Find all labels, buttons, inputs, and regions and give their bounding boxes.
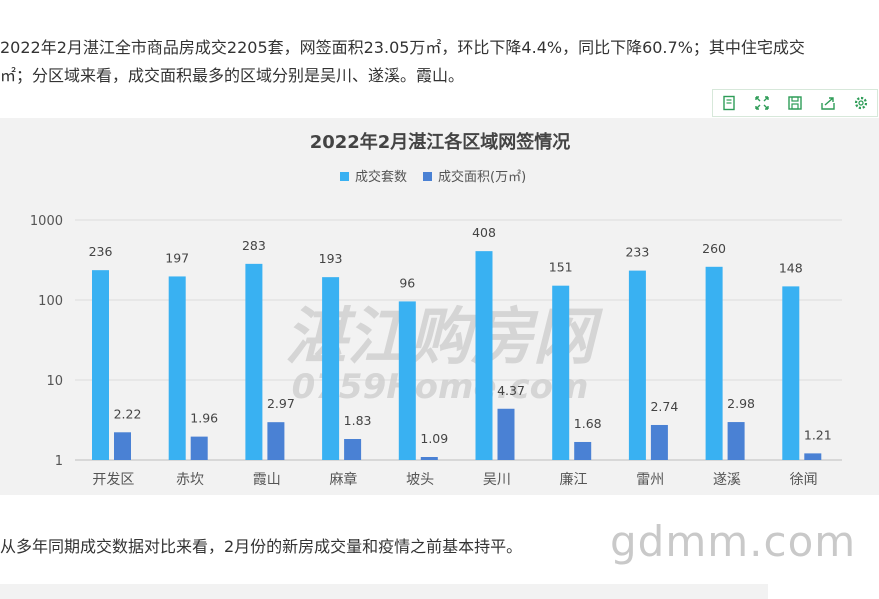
save-image-icon[interactable]	[779, 90, 812, 116]
chart-watermark-url: 0759Home.com	[292, 367, 589, 407]
bar[interactable]	[782, 286, 800, 460]
data-view-icon[interactable]	[713, 90, 746, 116]
x-tick-label: 徐闻	[790, 472, 818, 488]
data-label: 236	[89, 244, 113, 259]
export-icon[interactable]	[811, 90, 844, 116]
next-block-placeholder	[0, 584, 768, 599]
bar[interactable]	[344, 439, 362, 460]
legend-label[interactable]: 成交面积(万㎡)	[438, 169, 526, 185]
bar[interactable]	[705, 266, 723, 460]
x-tick-label: 吴川	[483, 472, 511, 488]
site-watermark: gdmm.com	[610, 517, 857, 566]
bar[interactable]	[804, 453, 822, 460]
x-tick-label: 坡头	[406, 472, 434, 488]
bar[interactable]	[420, 457, 438, 460]
y-tick-label: 1	[55, 454, 63, 469]
chart-title: 2022年2月湛江各区域网签情况	[310, 131, 571, 153]
chart-y-axis-labels: 1 10 100 1000	[30, 214, 63, 469]
data-label: 4.37	[497, 383, 525, 398]
bar[interactable]	[190, 436, 208, 460]
data-label: 1.96	[190, 411, 218, 426]
bar[interactable]	[114, 432, 131, 460]
data-label: 408	[472, 225, 496, 240]
chart-toolbox	[712, 89, 878, 117]
data-label: 2.22	[114, 406, 142, 421]
chart-panel: 2022年2月湛江各区域网签情况 成交套数 成交面积(万㎡) 湛江购房网 0759…	[0, 118, 879, 495]
y-tick-label: 1000	[30, 214, 63, 229]
y-tick-label: 10	[46, 374, 63, 389]
data-label: 233	[625, 245, 649, 260]
x-tick-label: 廉江	[560, 471, 588, 488]
x-tick-label: 开发区	[92, 472, 134, 488]
bar[interactable]	[497, 408, 515, 460]
bar-chart: 2022年2月湛江各区域网签情况 成交套数 成交面积(万㎡) 湛江购房网 0759…	[30, 131, 842, 488]
chart-x-axis-labels: 开发区 赤坎 霞山 麻章 坡头 吴川 廉江 雷州 遂溪 徐闻	[92, 471, 817, 488]
legend-swatch	[423, 172, 432, 181]
bar[interactable]	[245, 263, 263, 460]
bar[interactable]	[92, 270, 109, 460]
x-tick-label: 霞山	[253, 472, 281, 488]
data-label: 1.09	[420, 431, 448, 446]
data-label: 2.74	[650, 399, 678, 414]
chart-legend: 成交套数 成交面积(万㎡)	[340, 169, 526, 185]
data-label: 2.97	[267, 396, 295, 411]
x-tick-label: 雷州	[636, 472, 664, 488]
data-label: 148	[779, 260, 803, 275]
data-label: 193	[319, 251, 343, 266]
y-tick-label: 100	[38, 294, 63, 309]
bar[interactable]	[267, 422, 285, 460]
restore-icon[interactable]	[746, 90, 779, 116]
data-label: 1.21	[804, 427, 832, 442]
article-paragraph-1-line-2: ㎡；分区域来看，成交面积最多的区域分别是吴川、遂溪。霞山。	[0, 66, 465, 85]
data-label: 1.68	[574, 416, 602, 431]
x-tick-label: 麻章	[329, 471, 357, 488]
bar[interactable]	[628, 270, 646, 460]
bar[interactable]	[574, 441, 592, 460]
data-label: 283	[242, 238, 266, 253]
data-label: 96	[399, 275, 415, 290]
data-label: 2.98	[727, 396, 755, 411]
bar[interactable]	[475, 251, 493, 460]
legend-label[interactable]: 成交套数	[355, 169, 407, 185]
x-tick-label: 赤坎	[176, 472, 204, 488]
settings-icon[interactable]	[844, 90, 877, 116]
chart-bars: 236 2.22 197 1.96 283 2.97 193 1.83 96 1.09 408 4.3…	[89, 225, 832, 460]
bar[interactable]	[552, 285, 570, 460]
article-paragraph-1-line-1: 2022年2月湛江全市商品房成交2205套，网签面积23.05万㎡，环比下降4.…	[0, 38, 805, 57]
bar[interactable]	[650, 424, 668, 460]
bar[interactable]	[322, 277, 340, 460]
bar[interactable]	[168, 276, 186, 460]
data-label: 260	[702, 241, 726, 256]
bar[interactable]	[727, 422, 745, 460]
data-label: 151	[549, 260, 573, 275]
legend-swatch	[340, 172, 349, 181]
data-label: 197	[165, 250, 189, 265]
data-label: 1.83	[344, 413, 372, 428]
bar[interactable]	[398, 301, 416, 460]
x-tick-label: 遂溪	[713, 472, 741, 488]
article-paragraph-2: 从多年同期成交数据对比来看，2月份的新房成交量和疫情之前基本持平。	[0, 537, 523, 556]
